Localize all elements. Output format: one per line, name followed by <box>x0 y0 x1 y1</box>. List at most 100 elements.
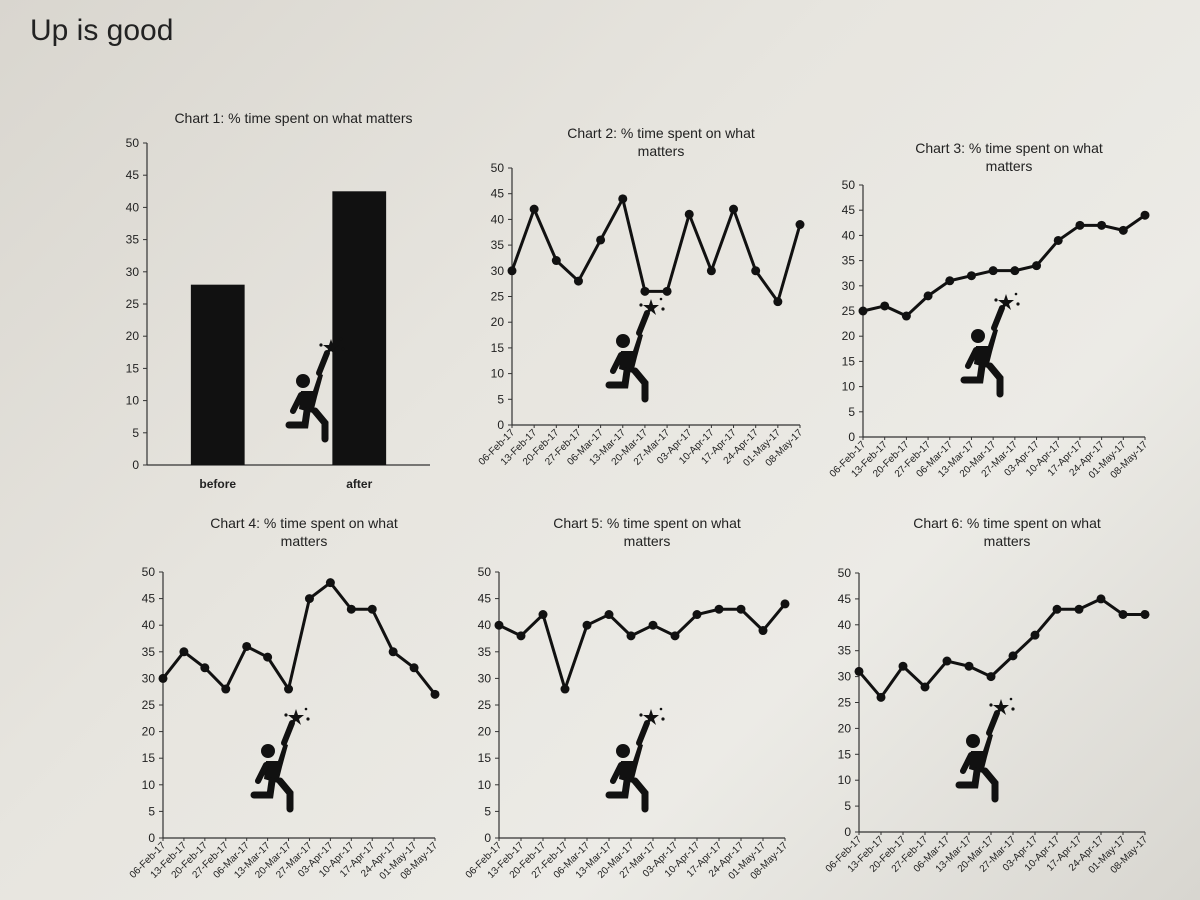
data-point <box>179 647 189 657</box>
bar <box>332 191 387 466</box>
data-point <box>582 620 592 630</box>
chart-5: Chart 5: % time spent on what matters 0 5 10… <box>464 515 791 882</box>
data-point <box>920 682 930 692</box>
y-tick-label: 25 <box>842 304 856 318</box>
data-point <box>158 673 168 683</box>
y-tick-label: 0 <box>848 430 855 444</box>
data-point <box>284 684 294 694</box>
data-point <box>1032 261 1042 271</box>
bar <box>190 284 245 465</box>
y-tick-label: 10 <box>478 778 492 792</box>
y-tick-label: 5 <box>132 426 139 440</box>
y-tick-label: 45 <box>142 592 156 606</box>
y-tick-label: 5 <box>844 799 851 813</box>
chart-title: matters <box>638 143 685 159</box>
y-tick-label: 35 <box>478 645 492 659</box>
y-tick-label: 20 <box>838 721 852 735</box>
data-point <box>529 204 539 214</box>
y-tick-label: 35 <box>491 238 505 252</box>
reaching-person-star-icon <box>605 297 665 403</box>
data-point <box>692 610 702 620</box>
data-point <box>854 666 864 676</box>
data-point <box>626 631 636 641</box>
y-tick-label: 10 <box>491 367 505 381</box>
data-point <box>538 610 548 620</box>
data-point <box>304 594 314 604</box>
y-tick-label: 45 <box>126 168 140 182</box>
data-point <box>1074 604 1084 614</box>
data-point <box>1030 630 1040 640</box>
data-point <box>986 672 996 682</box>
y-tick-label: 30 <box>491 264 505 278</box>
data-point <box>901 311 911 321</box>
series-line <box>161 581 437 696</box>
y-tick-label: 5 <box>484 804 491 818</box>
y-tick-label: 0 <box>484 831 491 845</box>
page-title: Up is good <box>30 14 174 47</box>
reaching-person-star-icon <box>605 707 665 813</box>
series-line <box>510 197 802 304</box>
reaching-person-star-icon <box>250 707 310 813</box>
data-point <box>876 692 886 702</box>
data-point <box>714 604 724 614</box>
data-point <box>662 286 672 296</box>
y-tick-label: 40 <box>842 228 856 242</box>
y-tick-label: 15 <box>842 354 856 368</box>
chart-title: Chart 1: % time spent on what matters <box>174 110 412 126</box>
y-tick-label: 15 <box>838 747 852 761</box>
y-tick-label: 25 <box>126 297 140 311</box>
data-point <box>1140 609 1150 619</box>
y-tick-label: 10 <box>838 773 852 787</box>
y-tick-label: 25 <box>478 698 492 712</box>
y-tick-label: 50 <box>838 566 852 580</box>
data-point <box>898 661 908 671</box>
x-category-label: after <box>346 477 372 491</box>
chart-title: Chart 6: % time spent on what <box>913 515 1101 531</box>
data-point <box>551 256 561 266</box>
y-tick-label: 50 <box>142 565 156 579</box>
y-tick-label: 0 <box>132 458 139 472</box>
chart-title: Chart 5: % time spent on what <box>553 515 741 531</box>
y-tick-label: 35 <box>126 233 140 247</box>
y-tick-label: 40 <box>142 618 156 632</box>
y-tick-label: 40 <box>491 212 505 226</box>
data-point <box>880 301 890 311</box>
data-point <box>573 276 583 286</box>
y-tick-label: 15 <box>478 751 492 765</box>
y-tick-label: 10 <box>142 778 156 792</box>
data-point <box>1097 220 1107 230</box>
data-point <box>640 286 650 296</box>
data-point <box>409 663 419 673</box>
chart-title: matters <box>984 533 1031 549</box>
y-tick-label: 50 <box>478 565 492 579</box>
data-point <box>706 266 716 276</box>
data-point <box>1075 220 1085 230</box>
y-tick-label: 45 <box>838 592 852 606</box>
reaching-person-star-icon <box>955 697 1015 803</box>
data-point <box>1052 604 1062 614</box>
y-tick-label: 5 <box>148 804 155 818</box>
data-point <box>1118 225 1128 235</box>
data-point <box>670 631 680 641</box>
y-tick-label: 0 <box>148 831 155 845</box>
y-tick-label: 40 <box>838 618 852 632</box>
y-tick-label: 10 <box>842 380 856 394</box>
y-tick-label: 20 <box>491 315 505 329</box>
chart-3: Chart 3: % time spent on what matters 0 5 10… <box>828 140 1151 481</box>
chart-title: Chart 3: % time spent on what <box>915 140 1103 156</box>
data-point <box>221 684 231 694</box>
data-point <box>325 578 335 588</box>
data-point <box>367 604 377 614</box>
data-point <box>560 684 570 694</box>
data-point <box>945 276 955 286</box>
data-point <box>430 689 440 699</box>
chart-title: matters <box>281 533 328 549</box>
chart-6: Chart 6: % time spent on what matters 0 5 10… <box>824 515 1151 876</box>
y-tick-label: 30 <box>478 671 492 685</box>
y-tick-label: 45 <box>478 592 492 606</box>
x-category-label: before <box>199 477 236 491</box>
y-tick-label: 25 <box>491 290 505 304</box>
chart-title: matters <box>986 158 1033 174</box>
data-point <box>507 266 517 276</box>
y-tick-label: 25 <box>142 698 156 712</box>
